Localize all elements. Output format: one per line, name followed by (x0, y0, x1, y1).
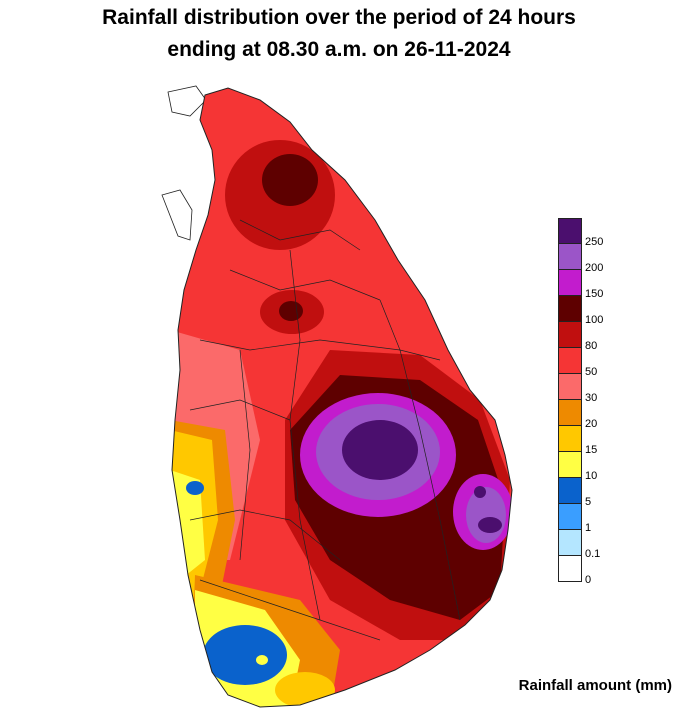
legend-tick-label: 15 (585, 444, 598, 456)
map-title-line-1: Rainfall distribution over the period of… (102, 6, 576, 29)
jaffna-islets (161, 85, 207, 241)
legend-swatch (558, 504, 582, 530)
legend-swatch (558, 348, 582, 374)
map-title-line-2: ending at 08.30 a.m. on 26-11-2024 (167, 38, 511, 61)
legend-swatch (558, 530, 582, 556)
legend-swatch (558, 244, 582, 270)
legend-tick-label: 150 (585, 288, 604, 300)
legend-tick-label: 10 (585, 470, 598, 482)
legend-swatch (558, 296, 582, 322)
legend-tick-label: 0.1 (585, 548, 601, 560)
legend-swatch (558, 556, 582, 582)
legend-tick-label: 5 (585, 496, 592, 508)
legend-tick-label: 1 (585, 522, 592, 534)
island-coastline (171, 87, 513, 708)
legend-tick-label: 30 (585, 392, 598, 404)
legend-tick-label: 20 (585, 418, 598, 430)
legend-swatch (558, 270, 582, 296)
legend-swatch (558, 478, 582, 504)
legend-swatch (558, 322, 582, 348)
rainfall-fields (172, 88, 512, 707)
district-boundaries (189, 219, 461, 641)
legend-swatch (558, 400, 582, 426)
legend-tick-label: 50 (585, 366, 598, 378)
legend-tick-label: 100 (585, 314, 604, 326)
legend-swatch (558, 374, 582, 400)
legend-swatch (558, 452, 582, 478)
legend-tick-label: 80 (585, 340, 598, 352)
legend-tick-label: 0 (585, 574, 592, 586)
legend-tick-label: 250 (585, 236, 604, 248)
legend-swatch (558, 426, 582, 452)
color-legend (558, 218, 582, 582)
legend-units-label: Rainfall amount (mm) (518, 677, 672, 694)
legend-tick-label: 200 (585, 262, 604, 274)
legend-swatch (558, 218, 582, 244)
